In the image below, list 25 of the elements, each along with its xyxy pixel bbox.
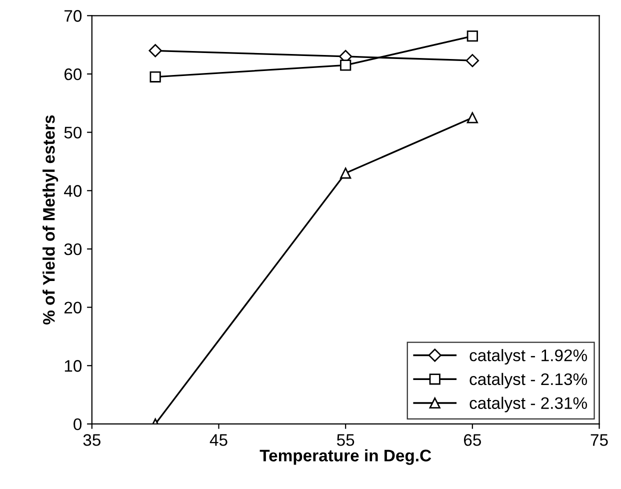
point [340, 60, 352, 71]
y-tick-label: 20 [64, 302, 82, 314]
legend-label: catalyst - 1.92% [470, 349, 588, 365]
point [340, 168, 352, 179]
x-tick-label: 55 [336, 434, 354, 446]
point [466, 112, 478, 124]
y-tick-label: 10 [64, 360, 82, 372]
y-tick-label: 50 [64, 126, 82, 139]
y-tick-label: 0 [74, 418, 82, 430]
y-tick-label: 60 [64, 68, 82, 80]
x-tick-label: 65 [464, 434, 481, 446]
y-tick-label: 30 [64, 243, 82, 256]
x-axis-title: Temperature in Deg.C [260, 449, 432, 465]
legend-label: catalyst - 2.31% [470, 396, 588, 412]
y-tick-label: 70 [64, 10, 82, 22]
y-axis-title: % of Yield of Methyl esters [42, 115, 58, 325]
point [466, 54, 480, 68]
legend-label: catalyst - 2.13% [470, 372, 588, 388]
y-tick-label: 40 [64, 185, 82, 197]
point [466, 30, 478, 42]
point [148, 44, 162, 58]
x-tick-label: 45 [210, 434, 228, 446]
x-tick-label: 35 [83, 434, 100, 446]
x-tick-label: 75 [590, 434, 608, 446]
point [150, 71, 161, 82]
